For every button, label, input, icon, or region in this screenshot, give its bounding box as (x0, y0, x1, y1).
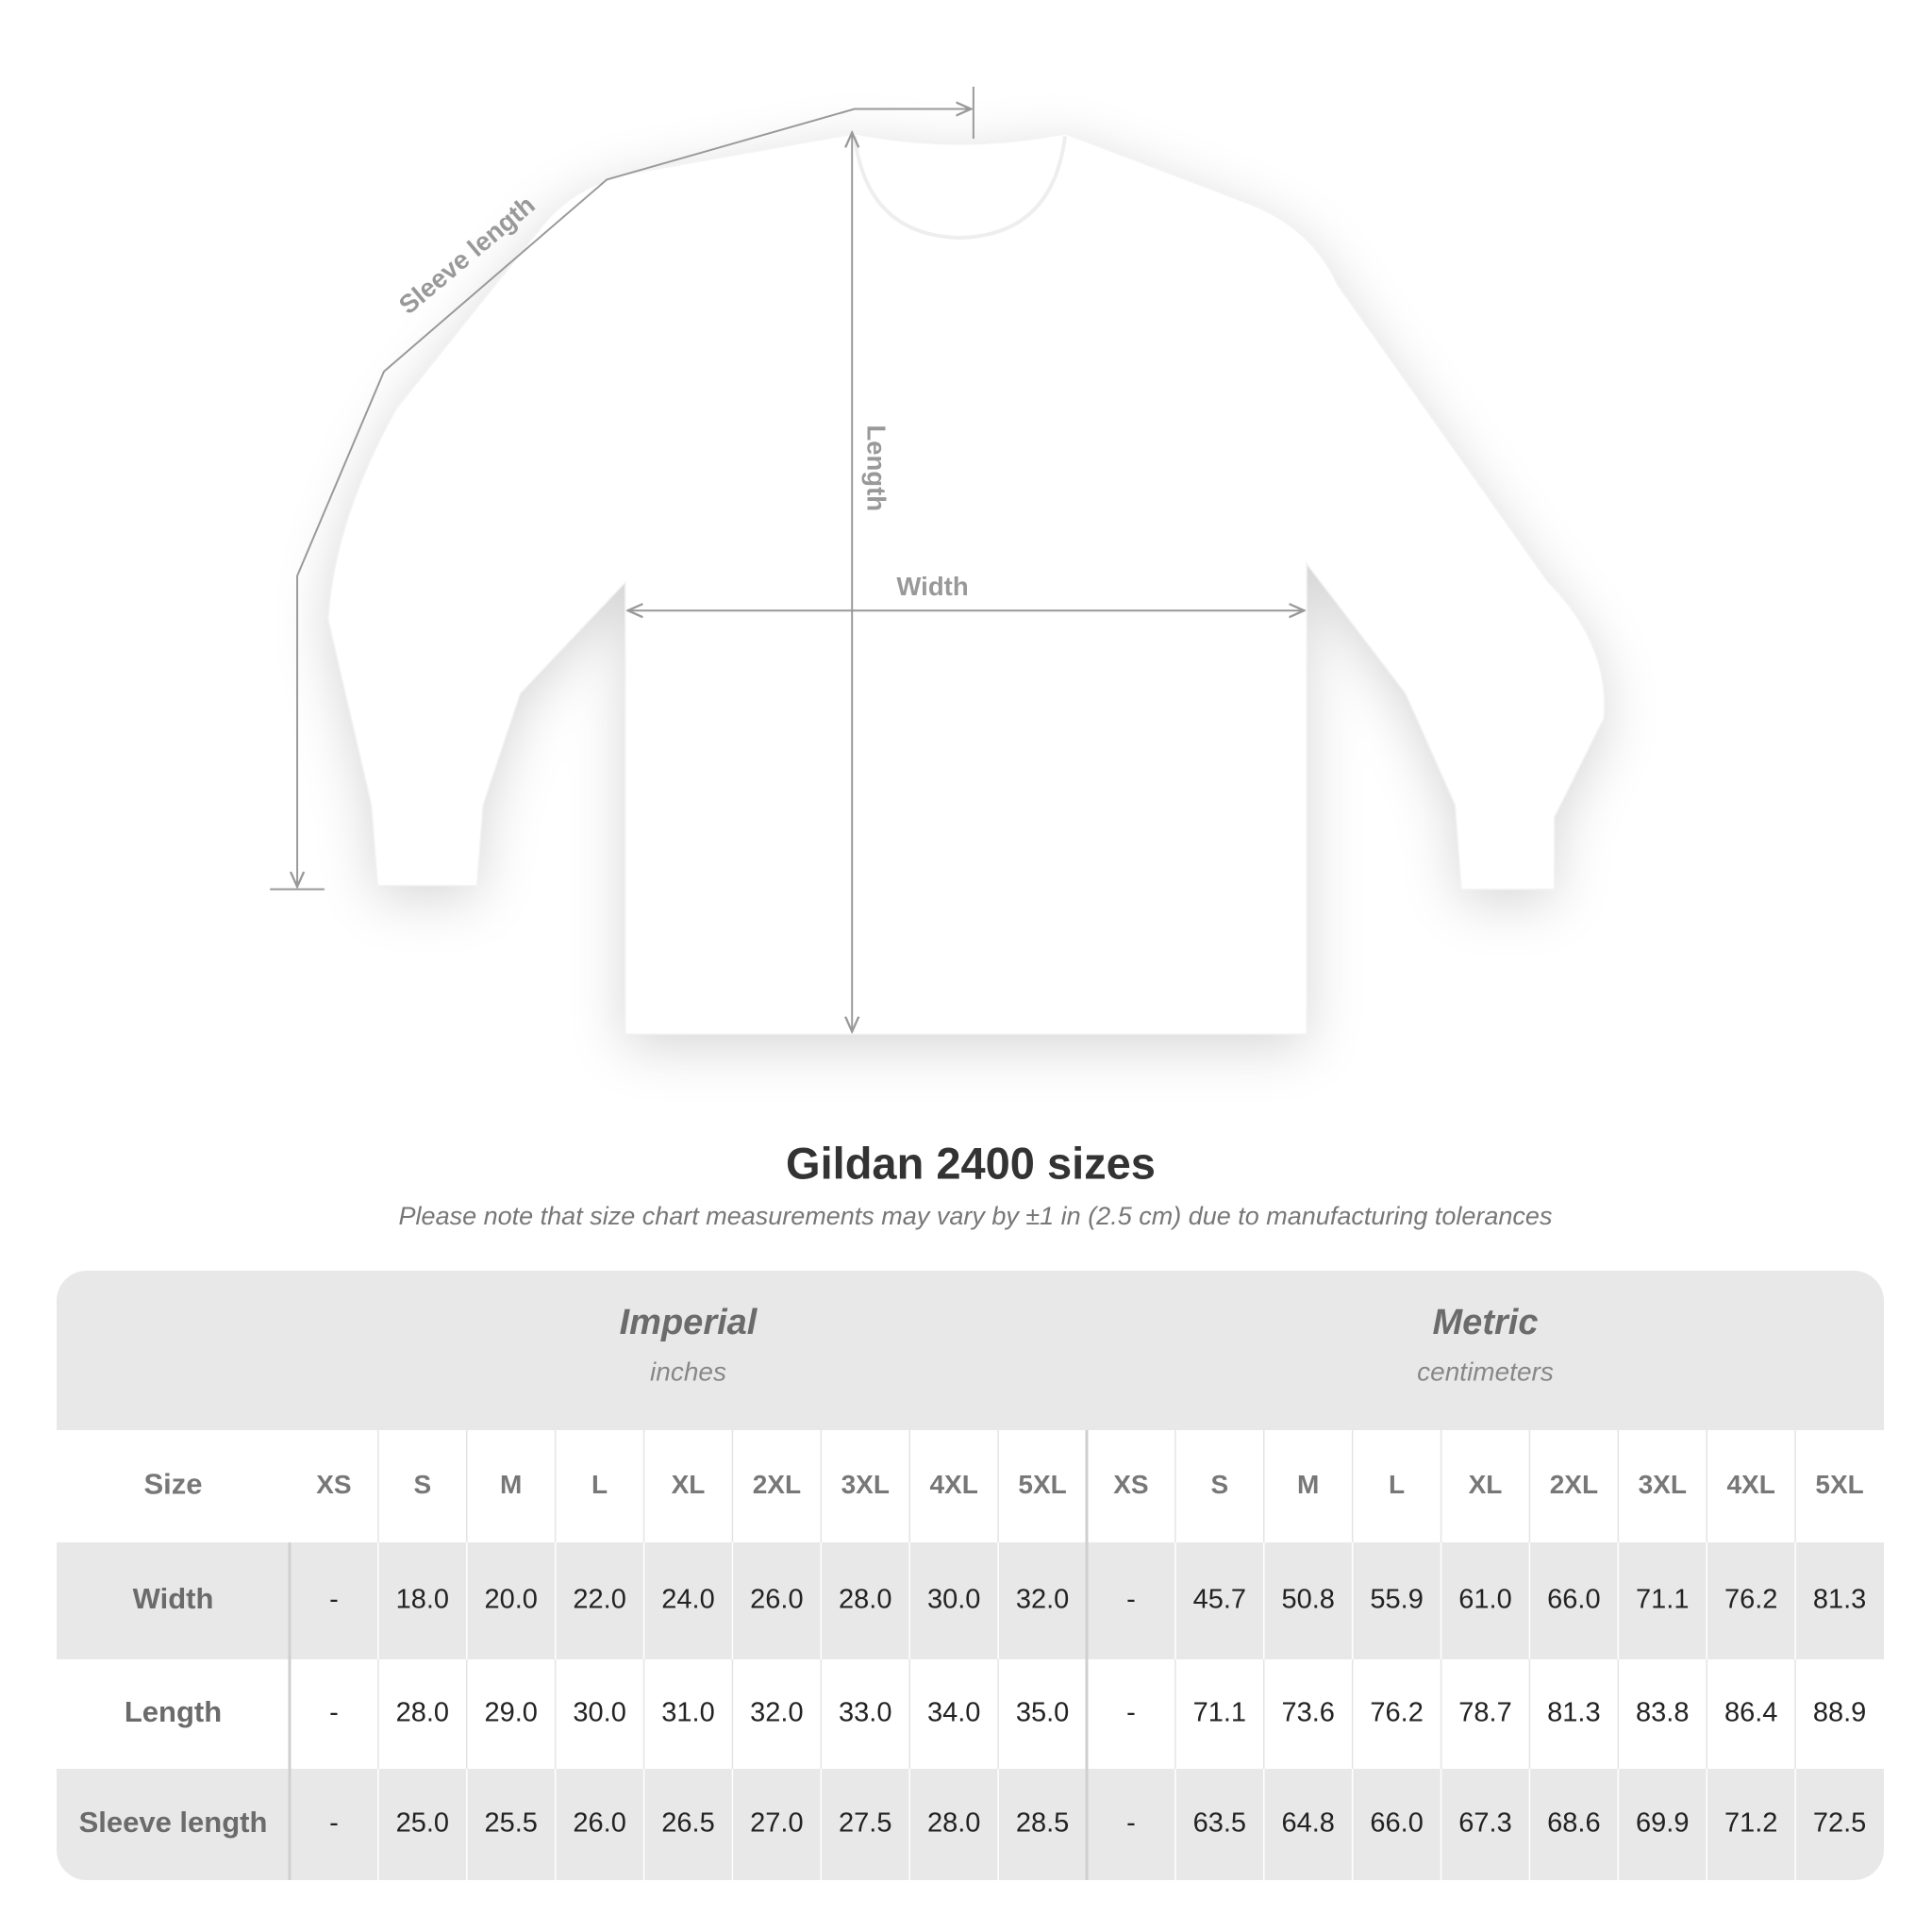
cell: 72.5 (1813, 1808, 1866, 1839)
cell: 28.0 (396, 1698, 449, 1728)
cell: - (329, 1808, 339, 1839)
cell: 30.0 (927, 1585, 980, 1615)
length-label: Length (862, 425, 891, 511)
size-header: S (413, 1470, 431, 1499)
cell: 25.5 (484, 1808, 537, 1839)
note: Please note that size chart measurements… (399, 1202, 1553, 1230)
title: Gildan 2400 sizes (786, 1138, 1156, 1188)
cell: 55.9 (1370, 1585, 1423, 1615)
group-unit: inches (650, 1357, 726, 1386)
cell: 26.0 (573, 1808, 625, 1839)
cell: 71.1 (1636, 1585, 1689, 1615)
cell: 83.8 (1636, 1698, 1689, 1728)
cell: - (1126, 1585, 1136, 1615)
cell: 18.0 (396, 1585, 449, 1615)
size-header: L (591, 1470, 608, 1499)
cell: 61.0 (1458, 1585, 1511, 1615)
cell: 28.0 (839, 1585, 891, 1615)
cell: - (329, 1698, 339, 1728)
row-bg (57, 1430, 1884, 1542)
size-header: 4XL (1726, 1470, 1774, 1499)
cell: 88.9 (1813, 1698, 1866, 1728)
cell: 20.0 (484, 1585, 537, 1615)
cell: 64.8 (1281, 1808, 1334, 1839)
cell: 26.0 (750, 1585, 803, 1615)
cell: 31.0 (661, 1698, 714, 1728)
cell: 50.8 (1281, 1585, 1334, 1615)
size-header: 2XL (753, 1470, 801, 1499)
cell: 29.0 (484, 1698, 537, 1728)
cell: 28.5 (1016, 1808, 1069, 1839)
size-header: XS (1113, 1470, 1148, 1499)
cell: - (329, 1585, 339, 1615)
group-name: Imperial (620, 1303, 758, 1342)
size-header: XS (316, 1470, 351, 1499)
shirt-diagram: Sleeve length Length Width (270, 86, 1606, 1035)
group-name: Metric (1433, 1303, 1539, 1342)
cell: 30.0 (573, 1698, 625, 1728)
size-header: 3XL (841, 1470, 890, 1499)
cell: - (1126, 1808, 1136, 1839)
cell: 34.0 (927, 1698, 980, 1728)
cell: 66.0 (1370, 1808, 1423, 1839)
cell: 22.0 (573, 1585, 625, 1615)
size-header: S (1210, 1470, 1228, 1499)
cell: 27.5 (839, 1808, 891, 1839)
cell: 35.0 (1016, 1698, 1069, 1728)
size-header: XL (1469, 1470, 1503, 1499)
row-header: Length (125, 1695, 222, 1728)
cell: 45.7 (1193, 1585, 1246, 1615)
cell: 32.0 (1016, 1585, 1069, 1615)
size-header: 2XL (1550, 1470, 1598, 1499)
size-header: 5XL (1018, 1470, 1066, 1499)
cell: 76.2 (1370, 1698, 1423, 1728)
cell: 25.0 (396, 1808, 449, 1839)
size-header: M (1297, 1470, 1319, 1499)
cell: 27.0 (750, 1808, 803, 1839)
cell: 33.0 (839, 1698, 891, 1728)
size-header: L (1389, 1470, 1405, 1499)
cell: 26.5 (661, 1808, 714, 1839)
sleeve-arrow (297, 109, 971, 887)
group-unit: centimeters (1417, 1357, 1554, 1386)
row-header: Width (133, 1582, 214, 1615)
cell: 71.2 (1724, 1808, 1777, 1839)
cell: 63.5 (1193, 1808, 1246, 1839)
table-bg (57, 1271, 1884, 1880)
cell: 71.1 (1193, 1698, 1246, 1728)
width-label: Width (896, 572, 968, 601)
row-bg (57, 1659, 1884, 1769)
cell: 67.3 (1458, 1808, 1511, 1839)
cell: 68.6 (1547, 1808, 1600, 1839)
cell: - (1126, 1698, 1136, 1728)
cell: 86.4 (1724, 1698, 1777, 1728)
size-header: 5XL (1815, 1470, 1863, 1499)
size-header: 4XL (929, 1470, 977, 1499)
cell: 76.2 (1724, 1585, 1777, 1615)
size-header: M (500, 1470, 522, 1499)
cell: 78.7 (1458, 1698, 1511, 1728)
size-header: 3XL (1639, 1470, 1687, 1499)
cell: 69.9 (1636, 1808, 1689, 1839)
size-table: Imperial inches Metric centimeters Size XS S M L… (57, 1271, 1884, 1880)
cell: 73.6 (1281, 1698, 1334, 1728)
cell: 28.0 (927, 1808, 980, 1839)
size-header: XL (672, 1470, 706, 1499)
cell: 66.0 (1547, 1585, 1600, 1615)
row-header: Size (143, 1468, 202, 1501)
row-header: Sleeve length (79, 1806, 268, 1839)
cell: 81.3 (1813, 1585, 1866, 1615)
cell: 24.0 (661, 1585, 714, 1615)
cell: 81.3 (1547, 1698, 1600, 1728)
cell: 32.0 (750, 1698, 803, 1728)
